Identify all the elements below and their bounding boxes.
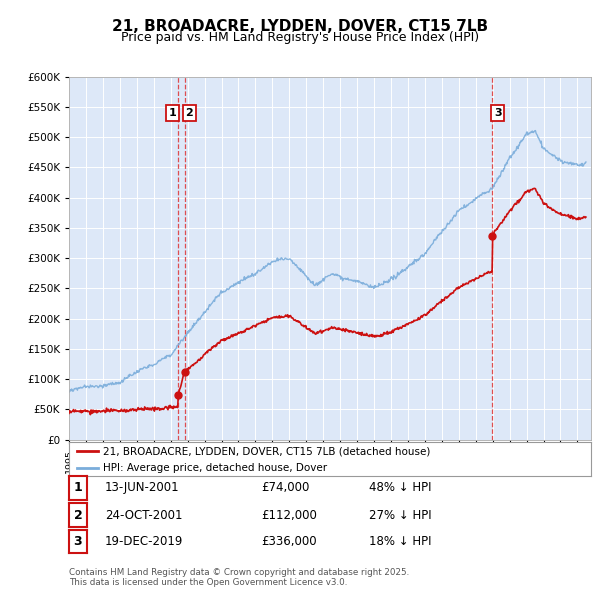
Text: 3: 3 (74, 535, 82, 548)
Text: £336,000: £336,000 (261, 535, 317, 548)
Text: 13-JUN-2001: 13-JUN-2001 (105, 481, 179, 494)
Text: 21, BROADACRE, LYDDEN, DOVER, CT15 7LB: 21, BROADACRE, LYDDEN, DOVER, CT15 7LB (112, 19, 488, 34)
Text: 2: 2 (74, 509, 82, 522)
Text: 2: 2 (185, 108, 193, 118)
Text: £112,000: £112,000 (261, 509, 317, 522)
Text: 1: 1 (74, 481, 82, 494)
Text: 19-DEC-2019: 19-DEC-2019 (105, 535, 184, 548)
Text: 48% ↓ HPI: 48% ↓ HPI (369, 481, 431, 494)
Text: 1: 1 (169, 108, 176, 118)
Text: 24-OCT-2001: 24-OCT-2001 (105, 509, 182, 522)
Text: HPI: Average price, detached house, Dover: HPI: Average price, detached house, Dove… (103, 463, 327, 473)
Text: Contains HM Land Registry data © Crown copyright and database right 2025.
This d: Contains HM Land Registry data © Crown c… (69, 568, 409, 587)
Text: Price paid vs. HM Land Registry's House Price Index (HPI): Price paid vs. HM Land Registry's House … (121, 31, 479, 44)
Text: £74,000: £74,000 (261, 481, 310, 494)
Text: 21, BROADACRE, LYDDEN, DOVER, CT15 7LB (detached house): 21, BROADACRE, LYDDEN, DOVER, CT15 7LB (… (103, 447, 430, 457)
Text: 27% ↓ HPI: 27% ↓ HPI (369, 509, 431, 522)
Text: 18% ↓ HPI: 18% ↓ HPI (369, 535, 431, 548)
Text: 3: 3 (494, 108, 502, 118)
